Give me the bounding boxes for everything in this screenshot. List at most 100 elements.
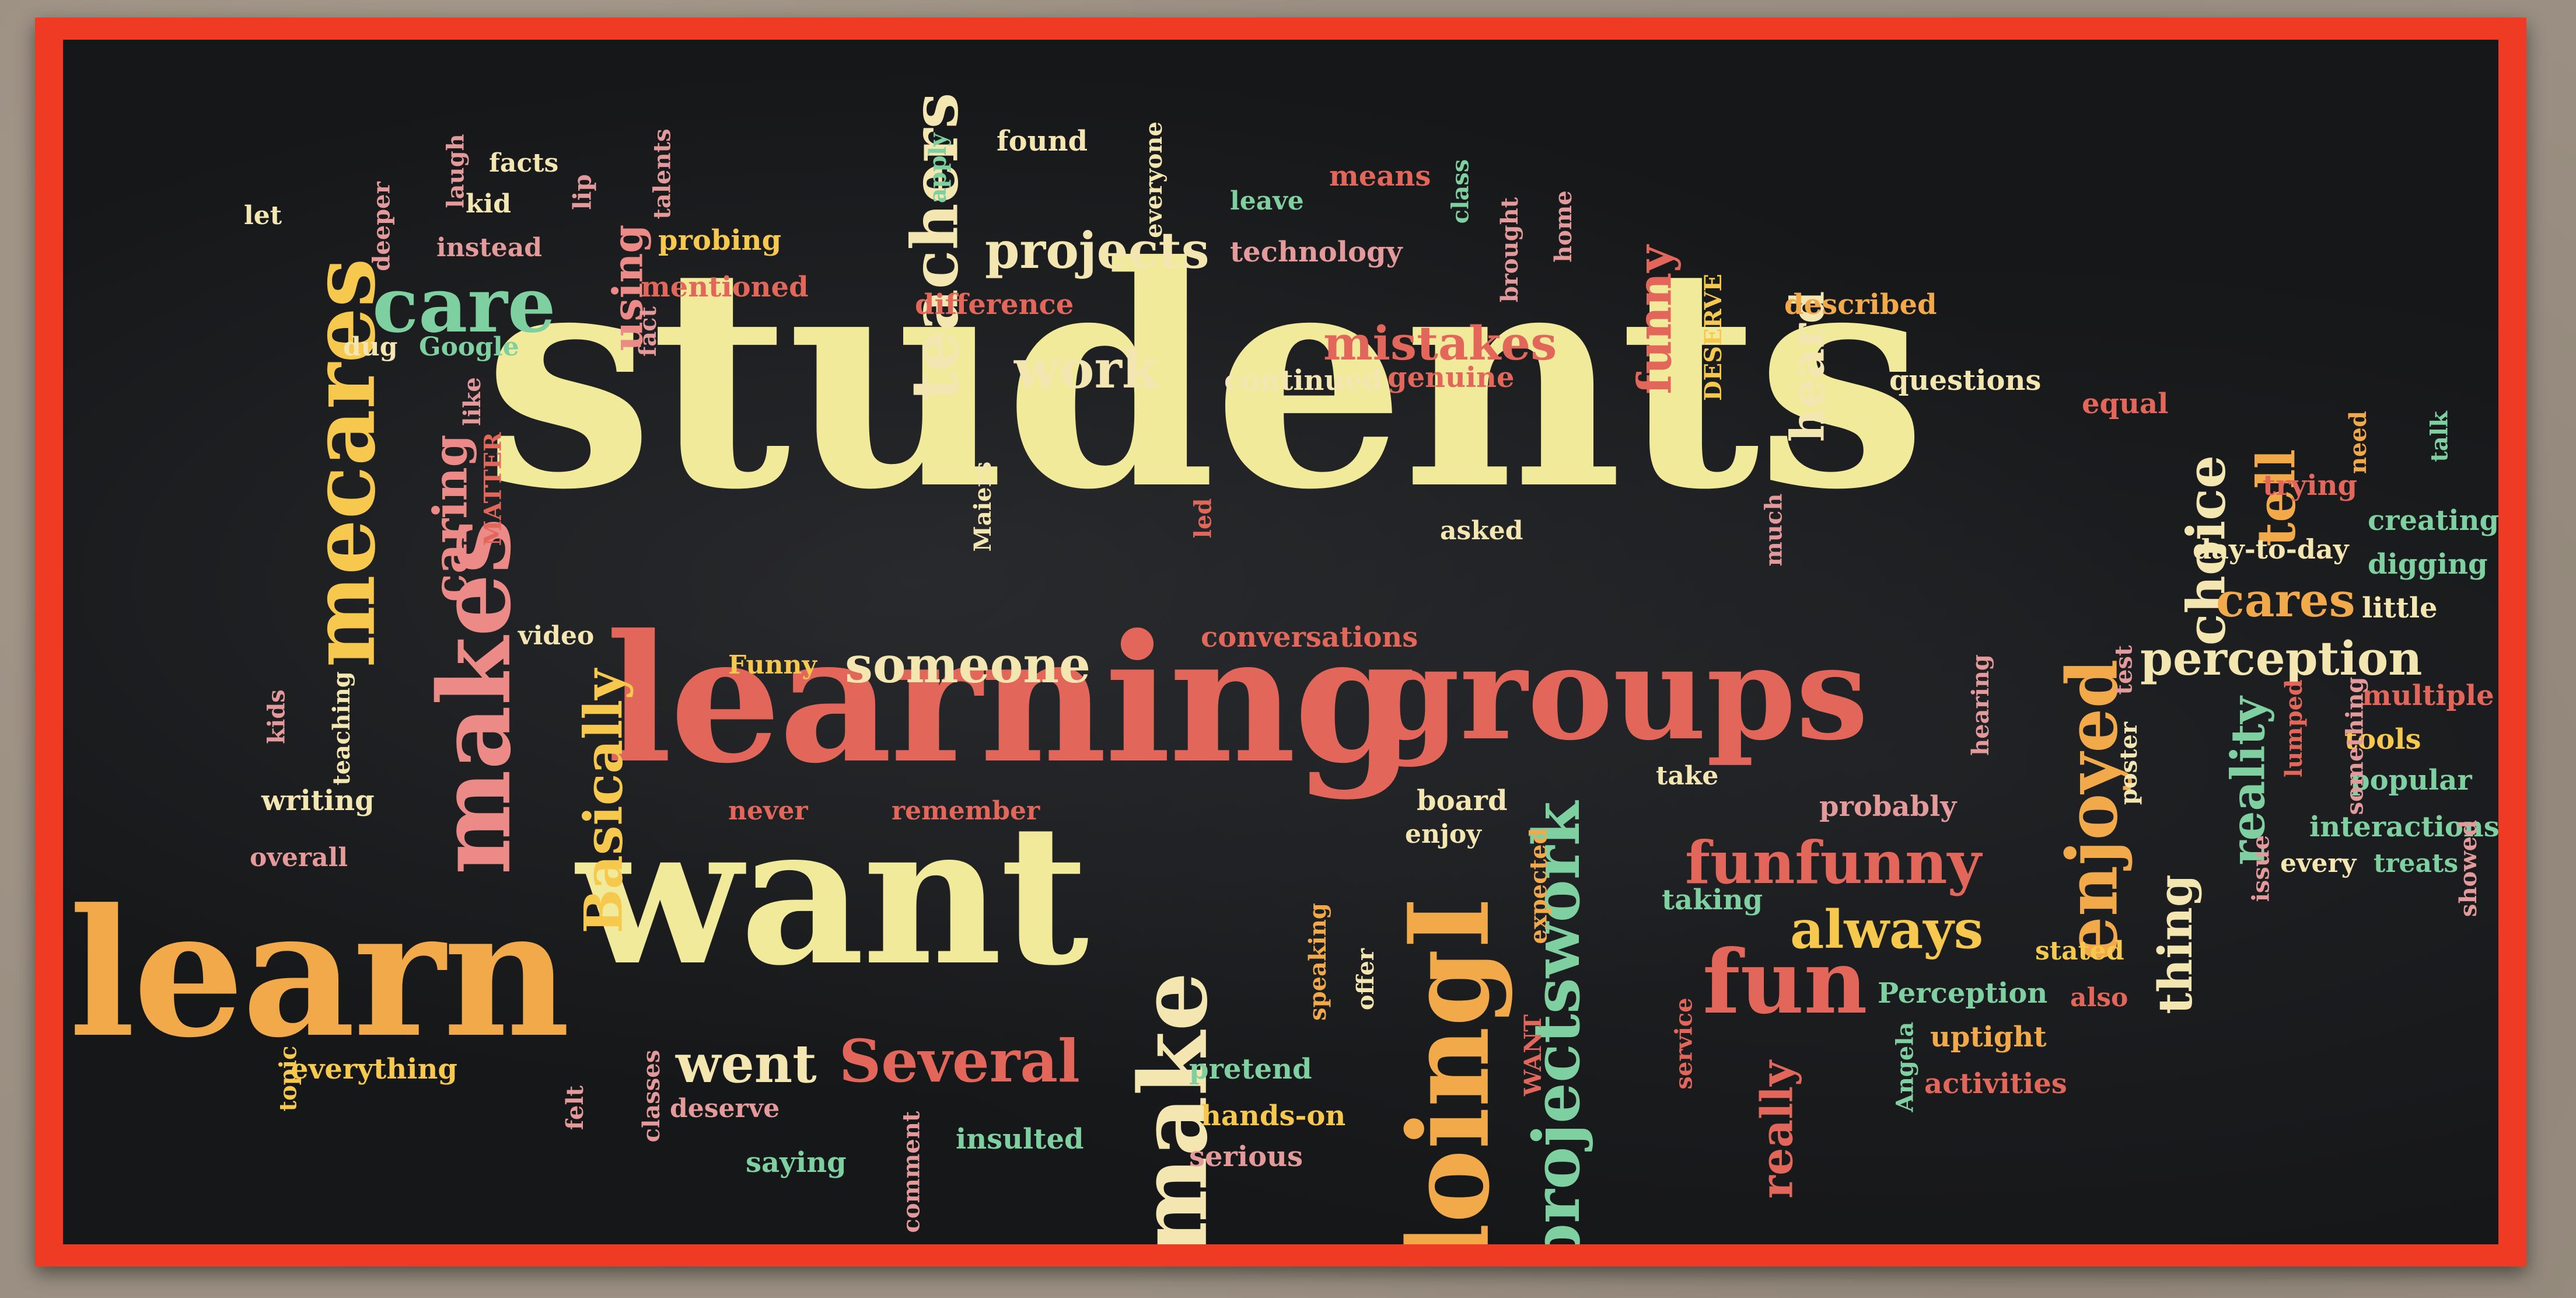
word-work: work	[1014, 339, 1159, 400]
word-equal: equal	[2082, 388, 2169, 420]
word-thing: thing	[2147, 874, 2203, 1014]
word-funny-small: Funny	[728, 650, 817, 680]
word-little: little	[2362, 592, 2438, 624]
word-went: went	[676, 1033, 817, 1095]
word-let: let	[244, 201, 282, 231]
word-deeper: deeper	[368, 182, 396, 271]
word-stated: stated	[2035, 936, 2124, 966]
word-writing: writing	[261, 784, 375, 817]
word-also: also	[2070, 983, 2128, 1013]
word-perception: perception	[2140, 631, 2423, 686]
word-doing: doingI	[1383, 897, 1514, 1244]
word-offer: offer	[1352, 948, 1380, 1011]
word-apply: apply	[924, 132, 952, 204]
word-talk: talk	[2425, 411, 2453, 462]
word-fun: fun	[1703, 931, 1868, 1034]
word-students: students	[483, 200, 1927, 556]
word-probably: probably	[1819, 790, 1957, 823]
word-google: Google	[419, 332, 519, 362]
word-much: much	[1760, 493, 1788, 567]
word-everyone: everyone	[1140, 121, 1168, 238]
word-hands-on: hands-on	[1201, 1100, 1346, 1132]
word-saying: saying	[746, 1146, 847, 1179]
word-cloud-chalkboard: students learning want learn groups doin…	[63, 40, 2498, 1244]
word-multiple: multiple	[2362, 679, 2494, 712]
word-instead: instead	[436, 233, 543, 263]
word-video: video	[518, 621, 595, 651]
word-projects: projects	[985, 222, 1210, 280]
word-maiers: Maiers	[969, 461, 997, 552]
word-found: found	[997, 125, 1088, 158]
word-caring: caring	[422, 434, 478, 602]
word-day-to-day: day-to-day	[2193, 533, 2349, 565]
word-activities: activities	[1924, 1067, 2067, 1100]
word-led: led	[1189, 498, 1217, 539]
word-fact: fact	[634, 306, 662, 357]
word-talents: talents	[648, 128, 676, 219]
word-enjoy: enjoy	[1405, 819, 1481, 849]
word-like: like	[458, 377, 486, 426]
word-treats: treats	[2374, 849, 2459, 878]
word-home: home	[1549, 190, 1577, 263]
word-something: something	[2341, 676, 2369, 815]
word-interactions: interactions	[2309, 811, 2498, 843]
word-overall: overall	[250, 843, 348, 873]
word-perception-small: Perception	[1878, 977, 2048, 1010]
word-mistakes: mistakes	[1323, 316, 1557, 371]
word-really: really	[1751, 1060, 1803, 1199]
word-class: class	[1446, 159, 1474, 224]
word-DESERVE: DESERVE	[1699, 274, 1727, 401]
word-continued: continued	[1224, 364, 1382, 397]
word-enjoyed: enjoyed	[2051, 659, 2134, 961]
word-kid: kid	[466, 189, 511, 219]
word-issue: issue	[2247, 835, 2275, 902]
word-probing: probing	[658, 224, 782, 257]
word-facts: facts	[489, 148, 559, 178]
word-dug: dug	[343, 332, 398, 362]
word-uptight: uptight	[1930, 1021, 2047, 1053]
word-want: want	[576, 781, 1089, 1008]
word-learn: learn	[69, 870, 570, 1076]
word-groups: groups	[1370, 617, 1869, 769]
word-questions: questions	[1889, 364, 2042, 397]
word-digging: digging	[2368, 548, 2488, 581]
word-care: care	[372, 260, 556, 350]
word-everything: everything	[291, 1053, 457, 1086]
word-insulted: insulted	[956, 1123, 1084, 1156]
word-kids: kids	[263, 689, 291, 744]
word-conversations: conversations	[1201, 621, 1418, 654]
word-genuine: genuine	[1387, 361, 1515, 394]
word-lip: lip	[568, 174, 597, 210]
word-serious: serious	[1189, 1140, 1303, 1173]
word-teaching: teaching	[327, 671, 355, 786]
word-pretend: pretend	[1189, 1053, 1312, 1086]
word-classes: classes	[638, 1049, 666, 1143]
word-felt: felt	[561, 1085, 589, 1130]
word-taking: taking	[1662, 884, 1763, 916]
word-funfunny: funfunny	[1685, 828, 1981, 897]
word-brought: brought	[1496, 197, 1524, 303]
red-board-frame: students learning want learn groups doin…	[35, 18, 2526, 1266]
word-always: always	[1790, 899, 1984, 961]
word-WANT: WANT	[1519, 1014, 1547, 1096]
word-speaking: speaking	[1303, 903, 1331, 1021]
word-lumped: lumped	[2280, 679, 2308, 777]
word-cares: cares	[2216, 573, 2355, 627]
word-technology: technology	[1230, 236, 1403, 268]
word-basically: Basically	[572, 669, 635, 934]
word-several: Several	[839, 1027, 1081, 1095]
word-remember: remember	[892, 796, 1040, 826]
word-asked: asked	[1440, 516, 1523, 546]
word-showed: showed	[2455, 819, 2483, 917]
word-described: described	[1784, 288, 1937, 321]
word-leave: leave	[1230, 186, 1304, 216]
word-every: every	[2280, 849, 2357, 878]
word-means: means	[1329, 160, 1431, 193]
word-service: service	[1670, 997, 1698, 1090]
word-creating: creating	[2368, 504, 2498, 537]
word-board: board	[1417, 784, 1508, 817]
word-hearing: hearing	[1966, 654, 1994, 756]
word-matter: MATTER	[479, 432, 507, 546]
word-test: test	[2110, 645, 2138, 695]
word-difference: difference	[915, 288, 1074, 321]
